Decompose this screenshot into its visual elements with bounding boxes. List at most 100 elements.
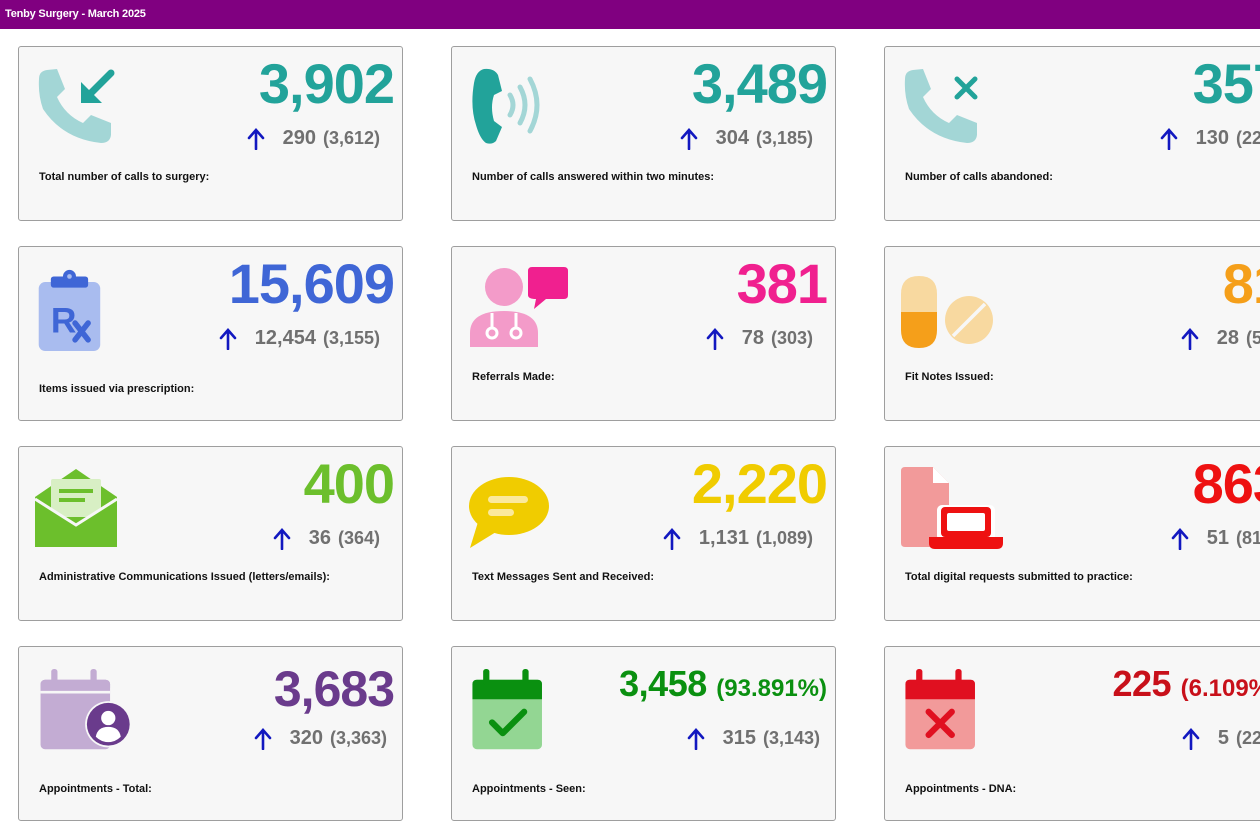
kpi-previous-value: (3,143) (762, 728, 820, 748)
kpi-change-value: 51 (1206, 527, 1229, 549)
kpi-value-percent: (93.891%) (716, 675, 827, 702)
doctor-referral-icon (468, 267, 570, 349)
calendar-x-icon (901, 669, 983, 751)
calendar-check-icon (468, 669, 550, 751)
kpi-label: Items issued via prescription: (39, 383, 195, 395)
kpi-label: Fit Notes Issued: (905, 371, 994, 383)
kpi-card-calls-abandoned: 357 130 (227) Number of calls abandoned: (884, 46, 1260, 221)
kpi-value: 357 (1192, 52, 1260, 115)
kpi-previous-value: (364) (337, 528, 380, 548)
page-title: Tenby Surgery - March 2025 (5, 8, 146, 20)
kpi-previous-value: (3,363) (329, 728, 387, 748)
arrow-up-icon (663, 527, 681, 550)
kpi-value: 81 (1222, 252, 1260, 315)
kpi-change: 315 (3,143) (687, 727, 820, 750)
kpi-change: 78 (303) (706, 327, 813, 350)
kpi-value: 3,458 (93.891%) (619, 652, 827, 721)
arrow-up-icon (1171, 527, 1189, 550)
kpi-label: Number of calls answered within two minu… (472, 171, 715, 183)
kpi-label: Appointments - Seen: (472, 783, 586, 795)
kpi-change: 36 (364) (273, 527, 380, 550)
envelope-letter-icon (35, 467, 117, 549)
arrow-up-icon (247, 127, 264, 150)
arrow-up-icon (687, 727, 704, 750)
arrow-up-icon (1181, 327, 1199, 350)
svg-text:R: R (51, 300, 77, 340)
kpi-change-value: 1,131 (698, 527, 749, 549)
kpi-card-prescriptions: R 15,609 12,454 (3,155) Items issued via… (18, 246, 403, 421)
kpi-label: Administrative Communications Issued (le… (39, 571, 330, 583)
kpi-change-value: 315 (722, 727, 756, 749)
kpi-change: 1,131 (1,089) (663, 527, 813, 550)
kpi-value: 381 (736, 252, 828, 315)
incoming-call-icon (35, 65, 117, 147)
arrow-up-icon (273, 527, 291, 550)
kpi-previous-value: (1,089) (755, 528, 813, 548)
arrow-up-icon (706, 327, 724, 350)
kpi-card-appointments-seen: 3,458 (93.891%) 315 (3,143) Appointments… (451, 646, 836, 821)
kpi-previous-value: (227) (1235, 128, 1260, 148)
header-bar: Tenby Surgery - March 2025 (0, 0, 1260, 29)
calendar-user-icon (35, 669, 137, 751)
kpi-value: 2,220 (691, 452, 828, 515)
kpi-change: 12,454 (3,155) (219, 327, 380, 350)
kpi-value: 400 (303, 452, 395, 515)
kpi-label: Number of calls abandoned: (905, 171, 1053, 183)
kpi-change: 320 (3,363) (254, 727, 387, 750)
arrow-up-icon (1160, 127, 1177, 150)
pills-icon (901, 271, 995, 353)
kpi-card-digital-requests: 863 51 (812) Total digital requests subm… (884, 446, 1260, 621)
kpi-value: 863 (1192, 452, 1260, 515)
kpi-value: 15,609 (228, 252, 395, 315)
kpi-change: 290 (3,612) (247, 127, 380, 150)
kpi-change-value: 290 (282, 127, 316, 149)
kpi-change: 130 (227) (1160, 127, 1260, 150)
kpi-change-value: 36 (308, 527, 331, 549)
kpi-card-appointments-dna: 225 (6.109%) 5 (220) Appointments - DNA: (884, 646, 1260, 821)
kpi-card-calls-answered: 3,489 304 (3,185) Number of calls answer… (451, 46, 836, 221)
kpi-value: 3,902 (258, 52, 395, 115)
kpi-previous-value: (53) (1245, 328, 1260, 348)
kpi-label: Total number of calls to surgery: (39, 171, 210, 183)
kpi-label: Text Messages Sent and Received: (472, 571, 654, 583)
kpi-previous-value: (3,185) (755, 128, 813, 148)
kpi-value: 225 (6.109%) (1113, 652, 1260, 721)
kpi-label: Total digital requests submitted to prac… (905, 571, 1133, 583)
arrow-up-icon (1182, 727, 1200, 750)
prescription-clipboard-icon: R (35, 269, 117, 351)
kpi-card-text-messages: 2,220 1,131 (1,089) Text Messages Sent a… (451, 446, 836, 621)
kpi-change: 5 (220) (1182, 727, 1260, 750)
phone-ringing-icon (468, 65, 550, 147)
kpi-change: 304 (3,185) (680, 127, 813, 150)
kpi-card-appointments-total: 3,683 320 (3,363) Appointments - Total: (18, 646, 403, 821)
kpi-label: Referrals Made: (472, 371, 555, 383)
kpi-value: 3,683 (273, 661, 395, 717)
chat-bubble-icon (468, 471, 550, 553)
kpi-card-total-calls: 3,902 290 (3,612) Total number of calls … (18, 46, 403, 221)
kpi-card-admin-comms: 400 36 (364) Administrative Communicatio… (18, 446, 403, 621)
kpi-value: 3,489 (691, 52, 828, 115)
kpi-change-value: 130 (1195, 127, 1229, 149)
kpi-previous-value: (3,155) (322, 328, 380, 348)
kpi-card-referrals: 381 78 (303) Referrals Made: (451, 246, 836, 421)
kpi-change: 28 (53) (1181, 327, 1260, 350)
kpi-value-number: 225 (1112, 663, 1172, 704)
kpi-value-number: 3,458 (619, 663, 707, 704)
kpi-previous-value: (220) (1235, 728, 1260, 748)
kpi-change-value: 5 (1217, 727, 1229, 749)
kpi-change-value: 12,454 (254, 327, 316, 349)
kpi-change-value: 78 (741, 327, 764, 349)
kpi-previous-value: (812) (1235, 528, 1260, 548)
kpi-change-value: 320 (289, 727, 323, 749)
missed-call-icon (901, 65, 983, 147)
arrow-up-icon (219, 327, 237, 350)
kpi-change-value: 28 (1216, 327, 1239, 349)
arrow-up-icon (254, 727, 271, 750)
kpi-change: 51 (812) (1171, 527, 1260, 550)
kpi-previous-value: (303) (770, 328, 813, 348)
kpi-value-percent: (6.109%) (1180, 675, 1260, 702)
kpi-change-value: 304 (715, 127, 749, 149)
kpi-label: Appointments - Total: (39, 783, 152, 795)
kpi-previous-value: (3,612) (322, 128, 380, 148)
arrow-up-icon (680, 127, 697, 150)
